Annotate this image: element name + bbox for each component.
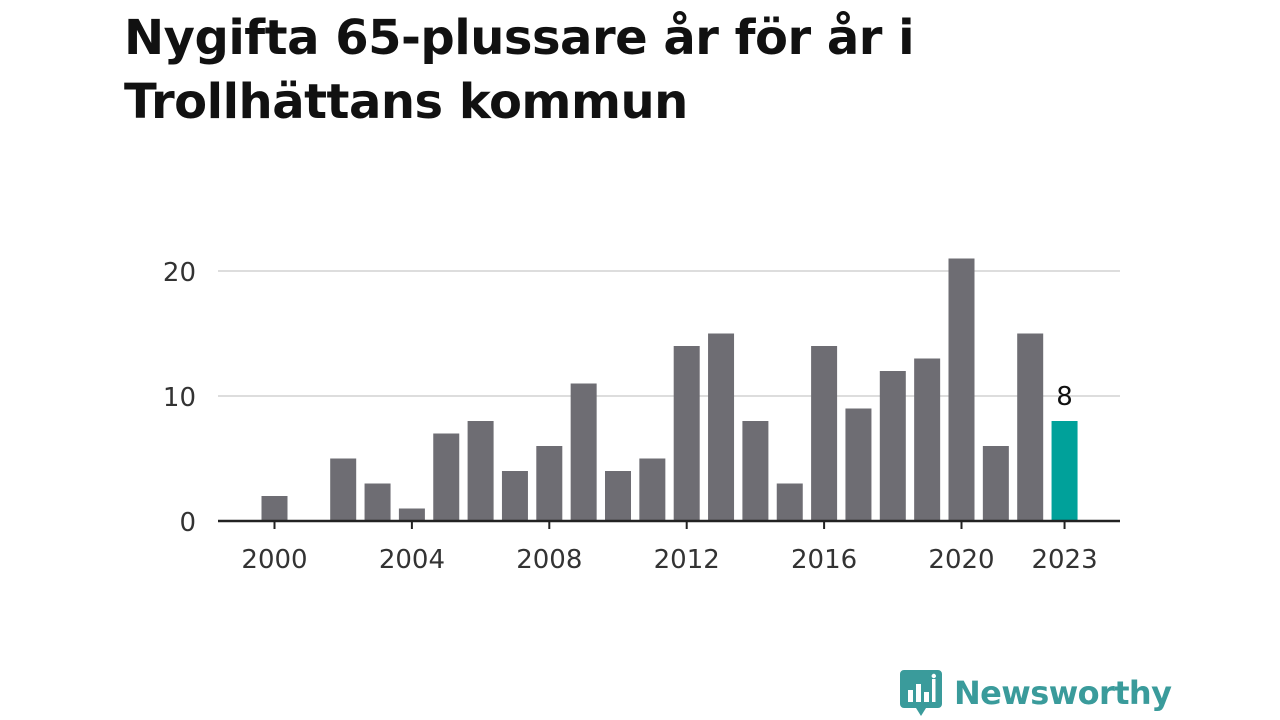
bar-2020 [948, 258, 975, 521]
brand-logo: Newsworthy [900, 670, 1172, 716]
bar-2000 [261, 496, 288, 521]
bar-2018 [879, 371, 906, 521]
bar-2019 [914, 358, 941, 521]
newsworthy-logo-icon [900, 670, 942, 716]
bar-2012 [673, 346, 700, 521]
bar-2022 [1017, 333, 1044, 521]
bar-2003 [364, 483, 391, 521]
bar-2004 [398, 508, 425, 521]
y-tick-label: 20 [163, 258, 196, 288]
x-tick-label: 2000 [241, 545, 307, 575]
bar-2002 [330, 458, 357, 521]
x-tick-label: 2004 [379, 545, 445, 575]
highlight-value-label: 8 [1056, 382, 1073, 412]
bar-2006 [467, 421, 494, 521]
bar-2023 [1051, 421, 1078, 521]
bar-2016 [811, 346, 838, 521]
bar-2013 [708, 333, 735, 521]
bar-2021 [982, 446, 1009, 521]
bar-2011 [639, 458, 666, 521]
bar-2007 [501, 471, 528, 521]
x-tick-label: 2008 [516, 545, 582, 575]
x-tick-label: 2020 [928, 545, 994, 575]
bar-2015 [776, 483, 803, 521]
bar-2017 [845, 408, 872, 521]
brand-name: Newsworthy [954, 674, 1172, 712]
x-tick-label: 2023 [1031, 545, 1097, 575]
bar-2014 [742, 421, 769, 521]
chart-title: Nygifta 65-plussare år för år i Trollhät… [124, 10, 915, 130]
x-tick-label: 2012 [654, 545, 720, 575]
y-tick-label: 0 [179, 508, 196, 538]
bar-2010 [605, 471, 631, 521]
bar-2008 [536, 446, 563, 521]
bar-2005 [433, 433, 460, 521]
bar-2009 [570, 383, 597, 521]
y-tick-label: 10 [163, 383, 196, 413]
x-tick-label: 2016 [791, 545, 857, 575]
